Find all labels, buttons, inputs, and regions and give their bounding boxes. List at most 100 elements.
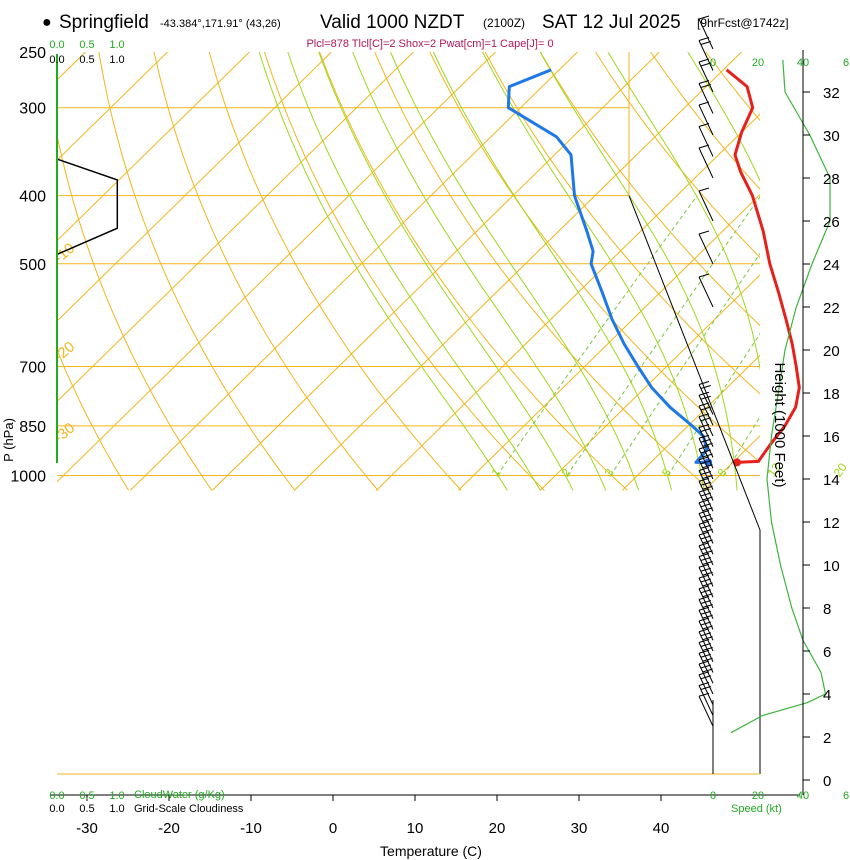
moist-adiabat xyxy=(390,52,640,491)
cloudiness-tick-top: 1.0 xyxy=(109,54,124,66)
wind-barb-flag xyxy=(700,514,711,518)
wind-barb xyxy=(698,405,714,437)
cloudiness-tick-top: 0.0 xyxy=(49,54,64,66)
wind-barb-flag xyxy=(700,481,711,486)
isotherm-line xyxy=(57,52,414,403)
wind-barb xyxy=(698,556,714,587)
wind-barb xyxy=(698,663,714,695)
wind-barb-flag xyxy=(698,187,710,192)
wind-barb xyxy=(698,104,714,136)
wind-barb xyxy=(698,513,714,544)
cloudiness-profile xyxy=(56,54,119,464)
speed-tick-label-top: 0 xyxy=(710,57,716,69)
x-axis-title: Temperature (C) xyxy=(380,843,482,859)
wind-barb-flag xyxy=(700,567,711,572)
wind-barb-flag xyxy=(698,381,710,385)
mixing-ratio-line xyxy=(566,195,760,476)
speed-tick-label-top: 6 xyxy=(843,57,849,69)
wind-barb xyxy=(698,61,714,93)
height-tick-label: 16 xyxy=(823,429,840,446)
wind-barb xyxy=(698,610,714,641)
dewpoint-line xyxy=(506,68,709,464)
wind-barb xyxy=(698,491,714,523)
speed-tick-label-top: 20 xyxy=(752,57,764,69)
x-tick-label: 10 xyxy=(407,820,424,837)
wind-barb xyxy=(698,481,714,512)
mixing-ratio-lines xyxy=(496,195,760,476)
plot-frame xyxy=(57,52,629,774)
speed-tick-label-bottom: 6 xyxy=(843,790,849,802)
isotherm-line xyxy=(129,52,578,491)
wind-barb xyxy=(698,696,714,727)
wind-barb-flag xyxy=(700,460,711,465)
wind-barb xyxy=(698,685,714,716)
isotherm-label: -10 xyxy=(51,240,79,267)
wind-barb-flag xyxy=(700,524,711,529)
cloudwater-tick-bottom: 0.0 xyxy=(49,790,64,802)
wind-barb-flag xyxy=(700,503,711,508)
x-tick-label: -10 xyxy=(240,820,262,837)
x-tick-label: 20 xyxy=(489,820,506,837)
wind-barb-flag xyxy=(700,535,711,540)
wind-barb xyxy=(698,674,714,705)
isotherm-line xyxy=(457,193,760,491)
speed-tick-label-bottom: 20 xyxy=(752,790,764,802)
wind-barb-flag xyxy=(700,675,711,680)
y-axis-title: P (hPa) xyxy=(1,418,16,462)
forecast-label: [9hrFcst@1742z] xyxy=(697,16,789,30)
isotherm-label: -30 xyxy=(51,419,79,446)
dry-adiabat xyxy=(153,52,379,491)
cloudwater-tick-top: 1.0 xyxy=(109,39,124,51)
speed-tick-label-bottom: 0 xyxy=(710,790,716,802)
dry-adiabat xyxy=(429,52,760,464)
x-tick-label: -30 xyxy=(76,820,98,837)
dry-adiabat xyxy=(650,52,760,190)
wind-barb xyxy=(698,448,714,480)
wind-barb xyxy=(698,534,714,566)
moist-adiabat xyxy=(432,52,672,491)
dry-adiabat xyxy=(57,132,213,491)
location-dot: ● xyxy=(42,14,52,31)
wind-barb-flag xyxy=(700,406,711,411)
height-tick-label: 24 xyxy=(823,257,840,274)
isotherm-line xyxy=(786,52,850,490)
isobar-lines xyxy=(57,107,760,476)
isotherm-line xyxy=(57,52,250,242)
moist-adiabat xyxy=(607,52,760,371)
speed-tick-label-top: 40 xyxy=(797,57,809,69)
pressure-tick-label: 300 xyxy=(19,101,46,118)
wind-barb xyxy=(698,631,714,662)
wind-barb-flag xyxy=(700,492,711,497)
isotherm-line xyxy=(539,274,760,491)
pressure-tick-label: 250 xyxy=(19,45,46,62)
dry-adiabat xyxy=(484,52,760,395)
height-tick-label: 10 xyxy=(823,558,840,575)
wind-barb xyxy=(698,190,714,222)
cloudiness-tick-bottom: 1.0 xyxy=(109,803,124,815)
height-tick-label: 6 xyxy=(823,644,831,661)
wind-barb-flag xyxy=(700,578,711,583)
wind-barb xyxy=(698,384,714,415)
height-tick-label: 28 xyxy=(823,171,840,188)
wind-panel xyxy=(628,15,831,774)
cloudwater-tick-bottom: 1.0 xyxy=(109,790,124,802)
moist-adiabat xyxy=(352,52,607,491)
speed-label: Speed (kt) xyxy=(731,803,782,815)
wind-barb-flag xyxy=(700,428,711,432)
height-axis-title: Height (1000 Feet) xyxy=(771,362,788,487)
wind-barb-flag xyxy=(700,449,711,454)
mixing-ratio-label: 1 xyxy=(488,466,503,480)
height-tick-label: 18 xyxy=(823,386,840,403)
isotherm-line xyxy=(57,52,496,483)
sounding-lines xyxy=(506,68,801,467)
wind-barb xyxy=(698,395,714,426)
height-tick-label: 26 xyxy=(823,214,840,231)
cloudiness-tick-top: 0.5 xyxy=(79,54,94,66)
mixing-ratio-label: 3 xyxy=(602,466,617,480)
wind-barb-flag xyxy=(698,273,710,278)
height-tick-label: 4 xyxy=(823,687,831,704)
temperature-line xyxy=(725,68,801,464)
cloudiness-tick-bottom: 0.5 xyxy=(79,803,94,815)
dry-adiabat xyxy=(98,52,296,491)
